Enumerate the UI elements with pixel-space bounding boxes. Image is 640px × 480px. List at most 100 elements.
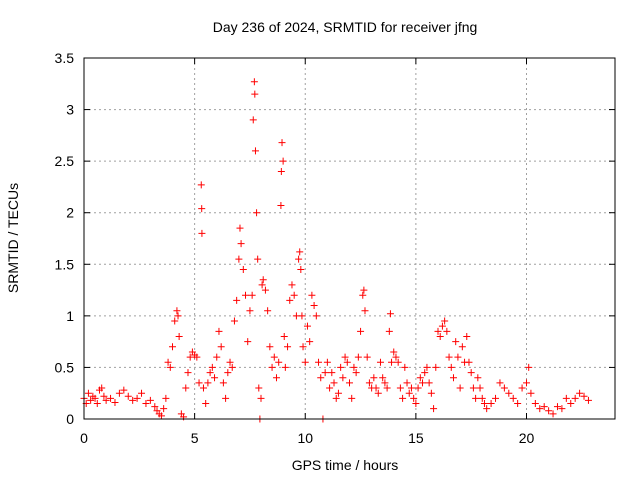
data-point: [354, 353, 362, 361]
data-point: [244, 338, 252, 346]
data-point: [346, 379, 353, 387]
data-point: [425, 379, 433, 387]
data-point: [233, 296, 241, 304]
data-point: [182, 384, 190, 392]
data-point: [523, 379, 530, 387]
data-point: [281, 363, 289, 371]
data-point: [394, 358, 402, 366]
data-point: [430, 405, 438, 413]
data-point: [171, 317, 179, 325]
data-point: [211, 374, 219, 382]
data-point: [571, 394, 579, 402]
data-point: [268, 363, 276, 371]
data-point: [339, 374, 347, 382]
data-point: [328, 369, 336, 377]
data-point: [454, 353, 462, 361]
data-point: [248, 291, 256, 299]
data-point: [584, 396, 592, 404]
data-point: [379, 374, 387, 382]
data-point: [253, 209, 261, 217]
data-point: [261, 286, 269, 294]
data-point: [198, 205, 206, 213]
x-tick-label: 15: [408, 430, 424, 446]
data-point: [443, 327, 451, 335]
data-point: [230, 317, 238, 325]
data-point: [405, 389, 413, 397]
data-point: [142, 400, 150, 408]
data-point: [449, 374, 457, 382]
data-point: [296, 248, 304, 256]
data-point: [527, 389, 535, 397]
data-point: [115, 389, 123, 397]
data-point: [531, 400, 539, 408]
y-tick-label: 0: [66, 411, 74, 427]
data-point: [545, 407, 553, 415]
data-point: [427, 389, 435, 397]
data-point: [133, 394, 141, 402]
data-point: [441, 317, 449, 325]
data-point: [124, 392, 132, 400]
data-point: [469, 384, 477, 392]
data-point: [208, 363, 216, 371]
data-point: [381, 379, 389, 387]
data-point: [390, 348, 398, 356]
data-point: [562, 394, 570, 402]
data-point: [334, 389, 342, 397]
data-point: [410, 394, 418, 402]
data-point: [360, 286, 368, 294]
data-point: [193, 353, 201, 361]
data-point: [438, 322, 446, 330]
plot-frame: [83, 57, 616, 420]
data-point: [323, 358, 331, 366]
data-point: [352, 369, 360, 377]
data-point: [303, 322, 311, 330]
data-point: [129, 396, 137, 404]
data-point: [166, 363, 174, 371]
data-point: [237, 240, 245, 248]
data-point: [239, 265, 247, 273]
data-point: [341, 353, 349, 361]
data-point: [399, 394, 407, 402]
data-point: [195, 379, 203, 387]
data-point: [219, 379, 227, 387]
data-point: [365, 379, 373, 387]
y-tick-label: 1: [66, 308, 74, 324]
data-point: [164, 358, 172, 366]
data-point: [306, 338, 314, 346]
data-point: [277, 201, 285, 209]
data-point: [236, 224, 244, 232]
data-point: [414, 384, 422, 392]
data-point: [249, 116, 257, 124]
data-point: [540, 403, 548, 411]
data-point: [279, 157, 287, 165]
data-point: [277, 167, 285, 175]
data-point: [151, 403, 159, 411]
data-point: [107, 394, 115, 402]
data-point: [255, 384, 263, 392]
data-point: [383, 384, 391, 392]
data-point: [297, 265, 305, 273]
data-point: [246, 307, 254, 315]
data-point: [432, 363, 440, 371]
data-point: [445, 353, 453, 361]
data-point: [295, 255, 303, 263]
data-point: [370, 374, 378, 382]
data-point: [496, 379, 504, 387]
data-point: [403, 379, 411, 387]
data-point: [258, 281, 266, 289]
data-point: [280, 332, 288, 340]
data-point: [549, 410, 557, 418]
data-point: [298, 312, 306, 320]
y-tick-label: 2.5: [55, 153, 75, 169]
data-point: [514, 400, 522, 408]
data-point: [558, 405, 566, 413]
data-point: [392, 353, 400, 361]
data-point: [202, 400, 210, 408]
data-point: [386, 310, 394, 318]
data-point: [505, 389, 513, 397]
data-point: [467, 369, 475, 377]
y-tick-label: 2: [66, 205, 74, 221]
data-point: [321, 369, 329, 377]
data-point: [315, 358, 323, 366]
